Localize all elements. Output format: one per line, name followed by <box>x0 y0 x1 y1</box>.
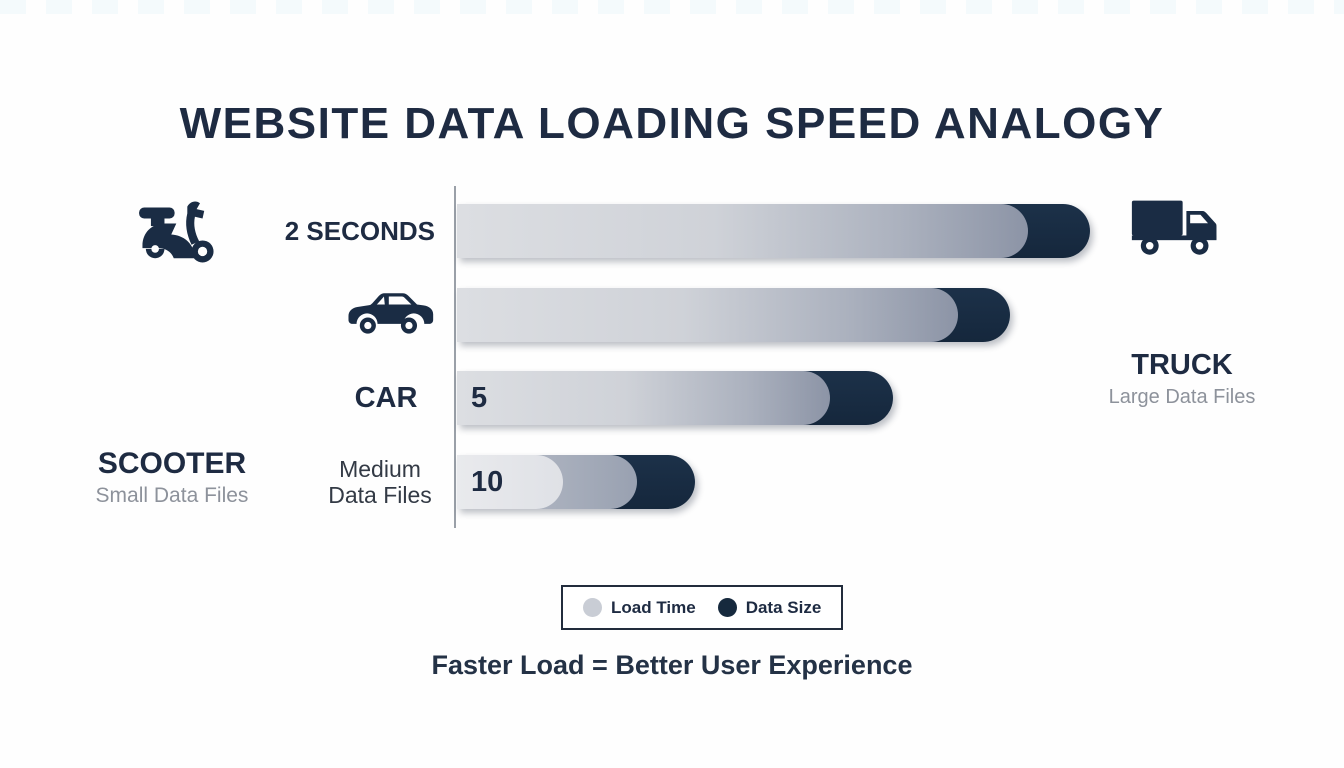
legend: Load Time Data Size <box>561 585 844 630</box>
scooter-annotation-title: SCOOTER <box>97 447 247 480</box>
load-time-swatch-icon <box>583 598 602 617</box>
row-label-medium-data-files: Medium Data Files <box>280 456 480 508</box>
legend-label-data-size: Data Size <box>745 597 822 617</box>
truck-icon <box>1130 196 1224 258</box>
truck-annotation-subtitle: Large Data Files <box>1108 386 1256 408</box>
legend-item-load-time: Load Time <box>583 598 696 618</box>
top-edge-artifacts <box>0 0 1344 14</box>
row-label-car: CAR <box>354 382 418 414</box>
truck-annotation: TRUCK Large Data Files <box>1082 348 1282 409</box>
page-title: WEBSITE DATA LOADING SPEED ANALOGY <box>179 99 1165 148</box>
light-segment-bar-4 <box>457 455 563 509</box>
data-size-swatch-icon <box>717 598 737 617</box>
load-time-bar-1 <box>457 204 1028 258</box>
bar-value-4: 10 <box>471 466 504 498</box>
row-label-medium-line2: Data Files <box>328 482 432 508</box>
row-label-2-seconds: 2 SECONDS <box>284 216 435 246</box>
truck-annotation-title: TRUCK <box>1131 349 1233 381</box>
axis-baseline <box>454 186 456 528</box>
row-label-medium-line1: Medium <box>339 456 421 482</box>
car-icon <box>341 286 435 336</box>
scooter-annotation-subtitle: Small Data Files <box>95 484 249 507</box>
load-time-bar-2 <box>457 288 958 342</box>
load-time-bar-3 <box>457 371 830 425</box>
scooter-icon <box>134 198 222 266</box>
bar-value-3: 5 <box>471 382 488 414</box>
scooter-annotation: SCOOTER Small Data Files <box>72 447 272 508</box>
legend-item-data-size: Data Size <box>717 597 822 618</box>
legend-label-load-time: Load Time <box>611 597 696 617</box>
footer-caption: Faster Load = Better User Experience <box>431 650 913 680</box>
